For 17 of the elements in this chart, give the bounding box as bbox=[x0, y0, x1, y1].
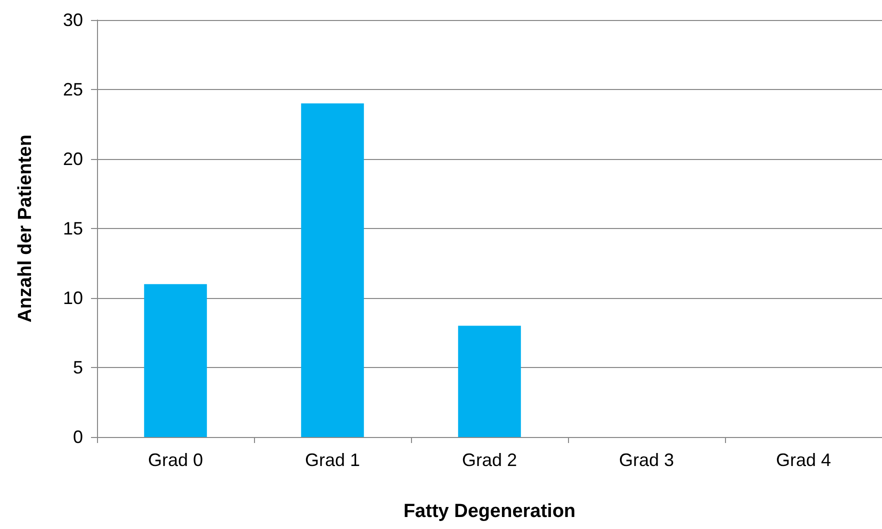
bar bbox=[458, 326, 521, 437]
y-tick-label: 30 bbox=[62, 10, 83, 30]
y-tick-label: 0 bbox=[72, 427, 83, 447]
y-tick-label: 10 bbox=[62, 288, 83, 308]
x-tick-label: Grad 4 bbox=[776, 450, 832, 470]
y-tick-label: 25 bbox=[62, 80, 83, 100]
x-axis-title: Fatty Degeneration bbox=[403, 501, 576, 522]
y-axis-title: Anzahl der Patienten bbox=[15, 134, 36, 322]
x-tick-label: Grad 1 bbox=[304, 450, 360, 470]
bar bbox=[301, 103, 364, 437]
y-tick-label: 20 bbox=[62, 149, 83, 169]
x-tick-label: Grad 0 bbox=[148, 450, 204, 470]
y-tick-label: 15 bbox=[62, 218, 83, 238]
x-tick-label: Grad 3 bbox=[618, 450, 674, 470]
y-tick-label: 5 bbox=[72, 358, 83, 378]
x-tick-label: Grad 2 bbox=[462, 450, 518, 470]
bar bbox=[144, 284, 207, 437]
